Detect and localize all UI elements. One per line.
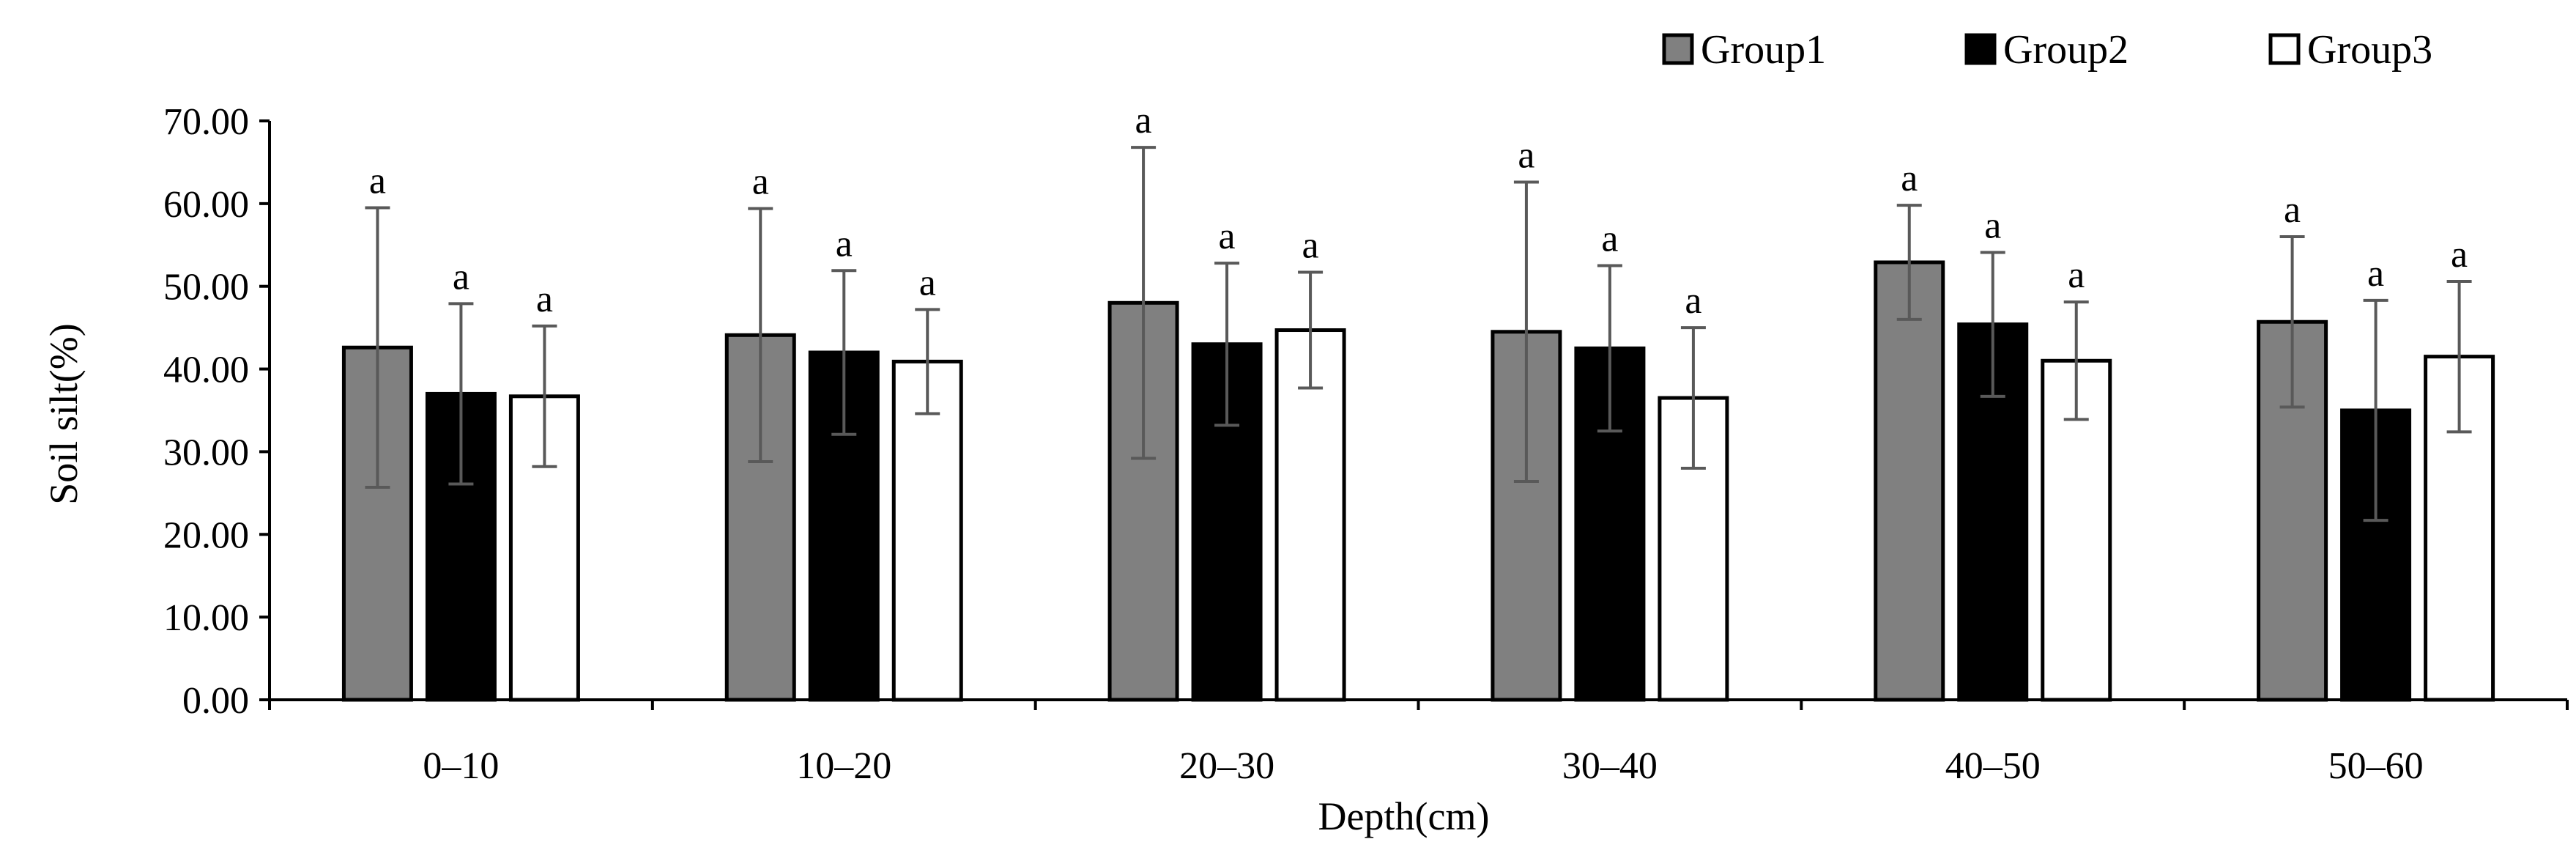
significance-label: a — [2068, 254, 2085, 296]
y-tick-label: 10.00 — [163, 597, 249, 639]
y-tick-label: 60.00 — [163, 184, 249, 226]
y-tick-label: 20.00 — [163, 514, 249, 556]
x-tick-label: 30–40 — [1562, 745, 1658, 787]
significance-label: a — [1219, 215, 1236, 257]
x-tick-label: 0–10 — [423, 745, 499, 787]
y-tick-label: 0.00 — [182, 680, 249, 722]
significance-label: a — [1685, 280, 1701, 322]
significance-label: a — [2367, 253, 2384, 295]
significance-label: a — [1302, 225, 1319, 267]
x-tick-label: 20–30 — [1179, 745, 1274, 787]
y-axis-title: Soil silt(%) — [42, 323, 86, 505]
y-tick-label: 70.00 — [163, 101, 249, 143]
significance-label: a — [1518, 135, 1534, 177]
x-tick-label: 50–60 — [2328, 745, 2424, 787]
significance-label: a — [919, 262, 936, 303]
significance-label: a — [752, 161, 769, 203]
x-tick-label: 40–50 — [1945, 745, 2041, 787]
error-bars — [365, 146, 2472, 522]
significance-label: a — [453, 256, 469, 298]
bar — [1874, 260, 1945, 702]
legend-swatch — [1964, 33, 1997, 65]
legend-swatch — [1662, 33, 1694, 65]
significance-label: a — [369, 160, 386, 202]
significance-label: a — [2284, 189, 2301, 231]
legend-label: Group1 — [1701, 27, 1826, 73]
significance-label: a — [1984, 204, 2001, 246]
significance-label: a — [1901, 158, 1918, 199]
significance-label: a — [2451, 234, 2468, 276]
significance-label: a — [1601, 218, 1618, 260]
significance-labels: a a a a a a a a a a a a a a a a a a — [369, 100, 2468, 322]
legend: Group1 Group2 Group3 — [1662, 27, 2432, 73]
legend-swatch — [2268, 33, 2301, 65]
bar — [1491, 330, 1562, 702]
y-tick-label: 40.00 — [163, 350, 249, 391]
x-axis-ticks: 0–10 10–20 20–30 30–40 40–50 50–60 — [268, 700, 2569, 787]
bar-series — [341, 260, 2495, 702]
significance-label: a — [536, 278, 553, 320]
significance-label: a — [836, 223, 853, 265]
y-axis-ticks: 0.00 10.00 20.00 30.00 40.00 50.00 60.00 70.00 — [163, 101, 270, 722]
bar — [2424, 355, 2495, 702]
y-tick-label: 30.00 — [163, 432, 249, 473]
legend-label: Group3 — [2307, 27, 2432, 73]
significance-label: a — [1135, 100, 1152, 141]
legend-label: Group2 — [2003, 27, 2128, 73]
x-tick-label: 10–20 — [796, 745, 891, 787]
y-tick-label: 50.00 — [163, 267, 249, 308]
x-axis-title: Depth(cm) — [1318, 794, 1490, 838]
